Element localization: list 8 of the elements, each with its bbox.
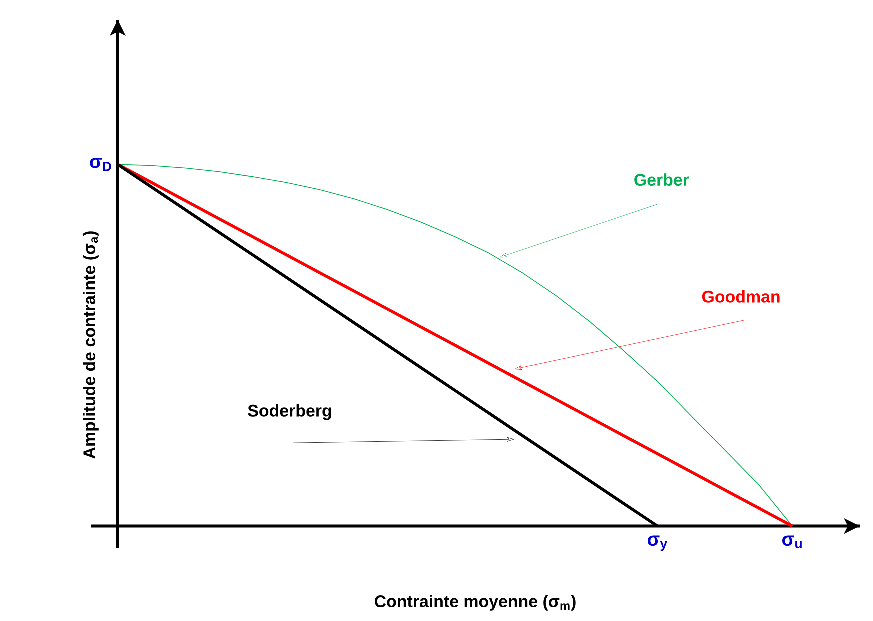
x-tick-label: σ$_{u}$ (782, 536, 802, 549)
text: Goodman (702, 290, 780, 303)
text: Soderberg (248, 404, 332, 420)
x-axis-title: Contrainte moyenne (σ$_{m}$) (375, 595, 576, 611)
text: Gerber (634, 174, 690, 186)
annotation: σ$_{D}$ (90, 158, 112, 172)
x-tick-label: σ$_{y}$ (648, 536, 668, 552)
y-axis-title: Amplitude de contrainte (σ$_{a}$) (83, 232, 99, 459)
